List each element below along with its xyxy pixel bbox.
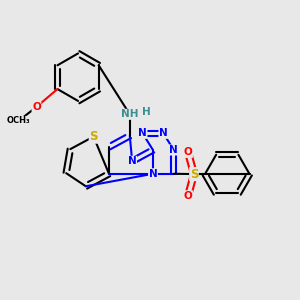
- Text: N: N: [159, 128, 168, 138]
- Text: S: S: [89, 130, 98, 143]
- Text: O: O: [184, 147, 192, 158]
- Text: NH: NH: [121, 109, 139, 119]
- Text: H: H: [142, 107, 150, 117]
- Text: O: O: [32, 102, 41, 112]
- Text: N: N: [138, 128, 147, 138]
- Text: O: O: [184, 191, 192, 201]
- Text: OCH₃: OCH₃: [7, 116, 30, 125]
- Text: N: N: [148, 169, 157, 179]
- Text: N: N: [128, 156, 136, 166]
- Text: N: N: [169, 145, 178, 155]
- Text: S: S: [190, 168, 198, 181]
